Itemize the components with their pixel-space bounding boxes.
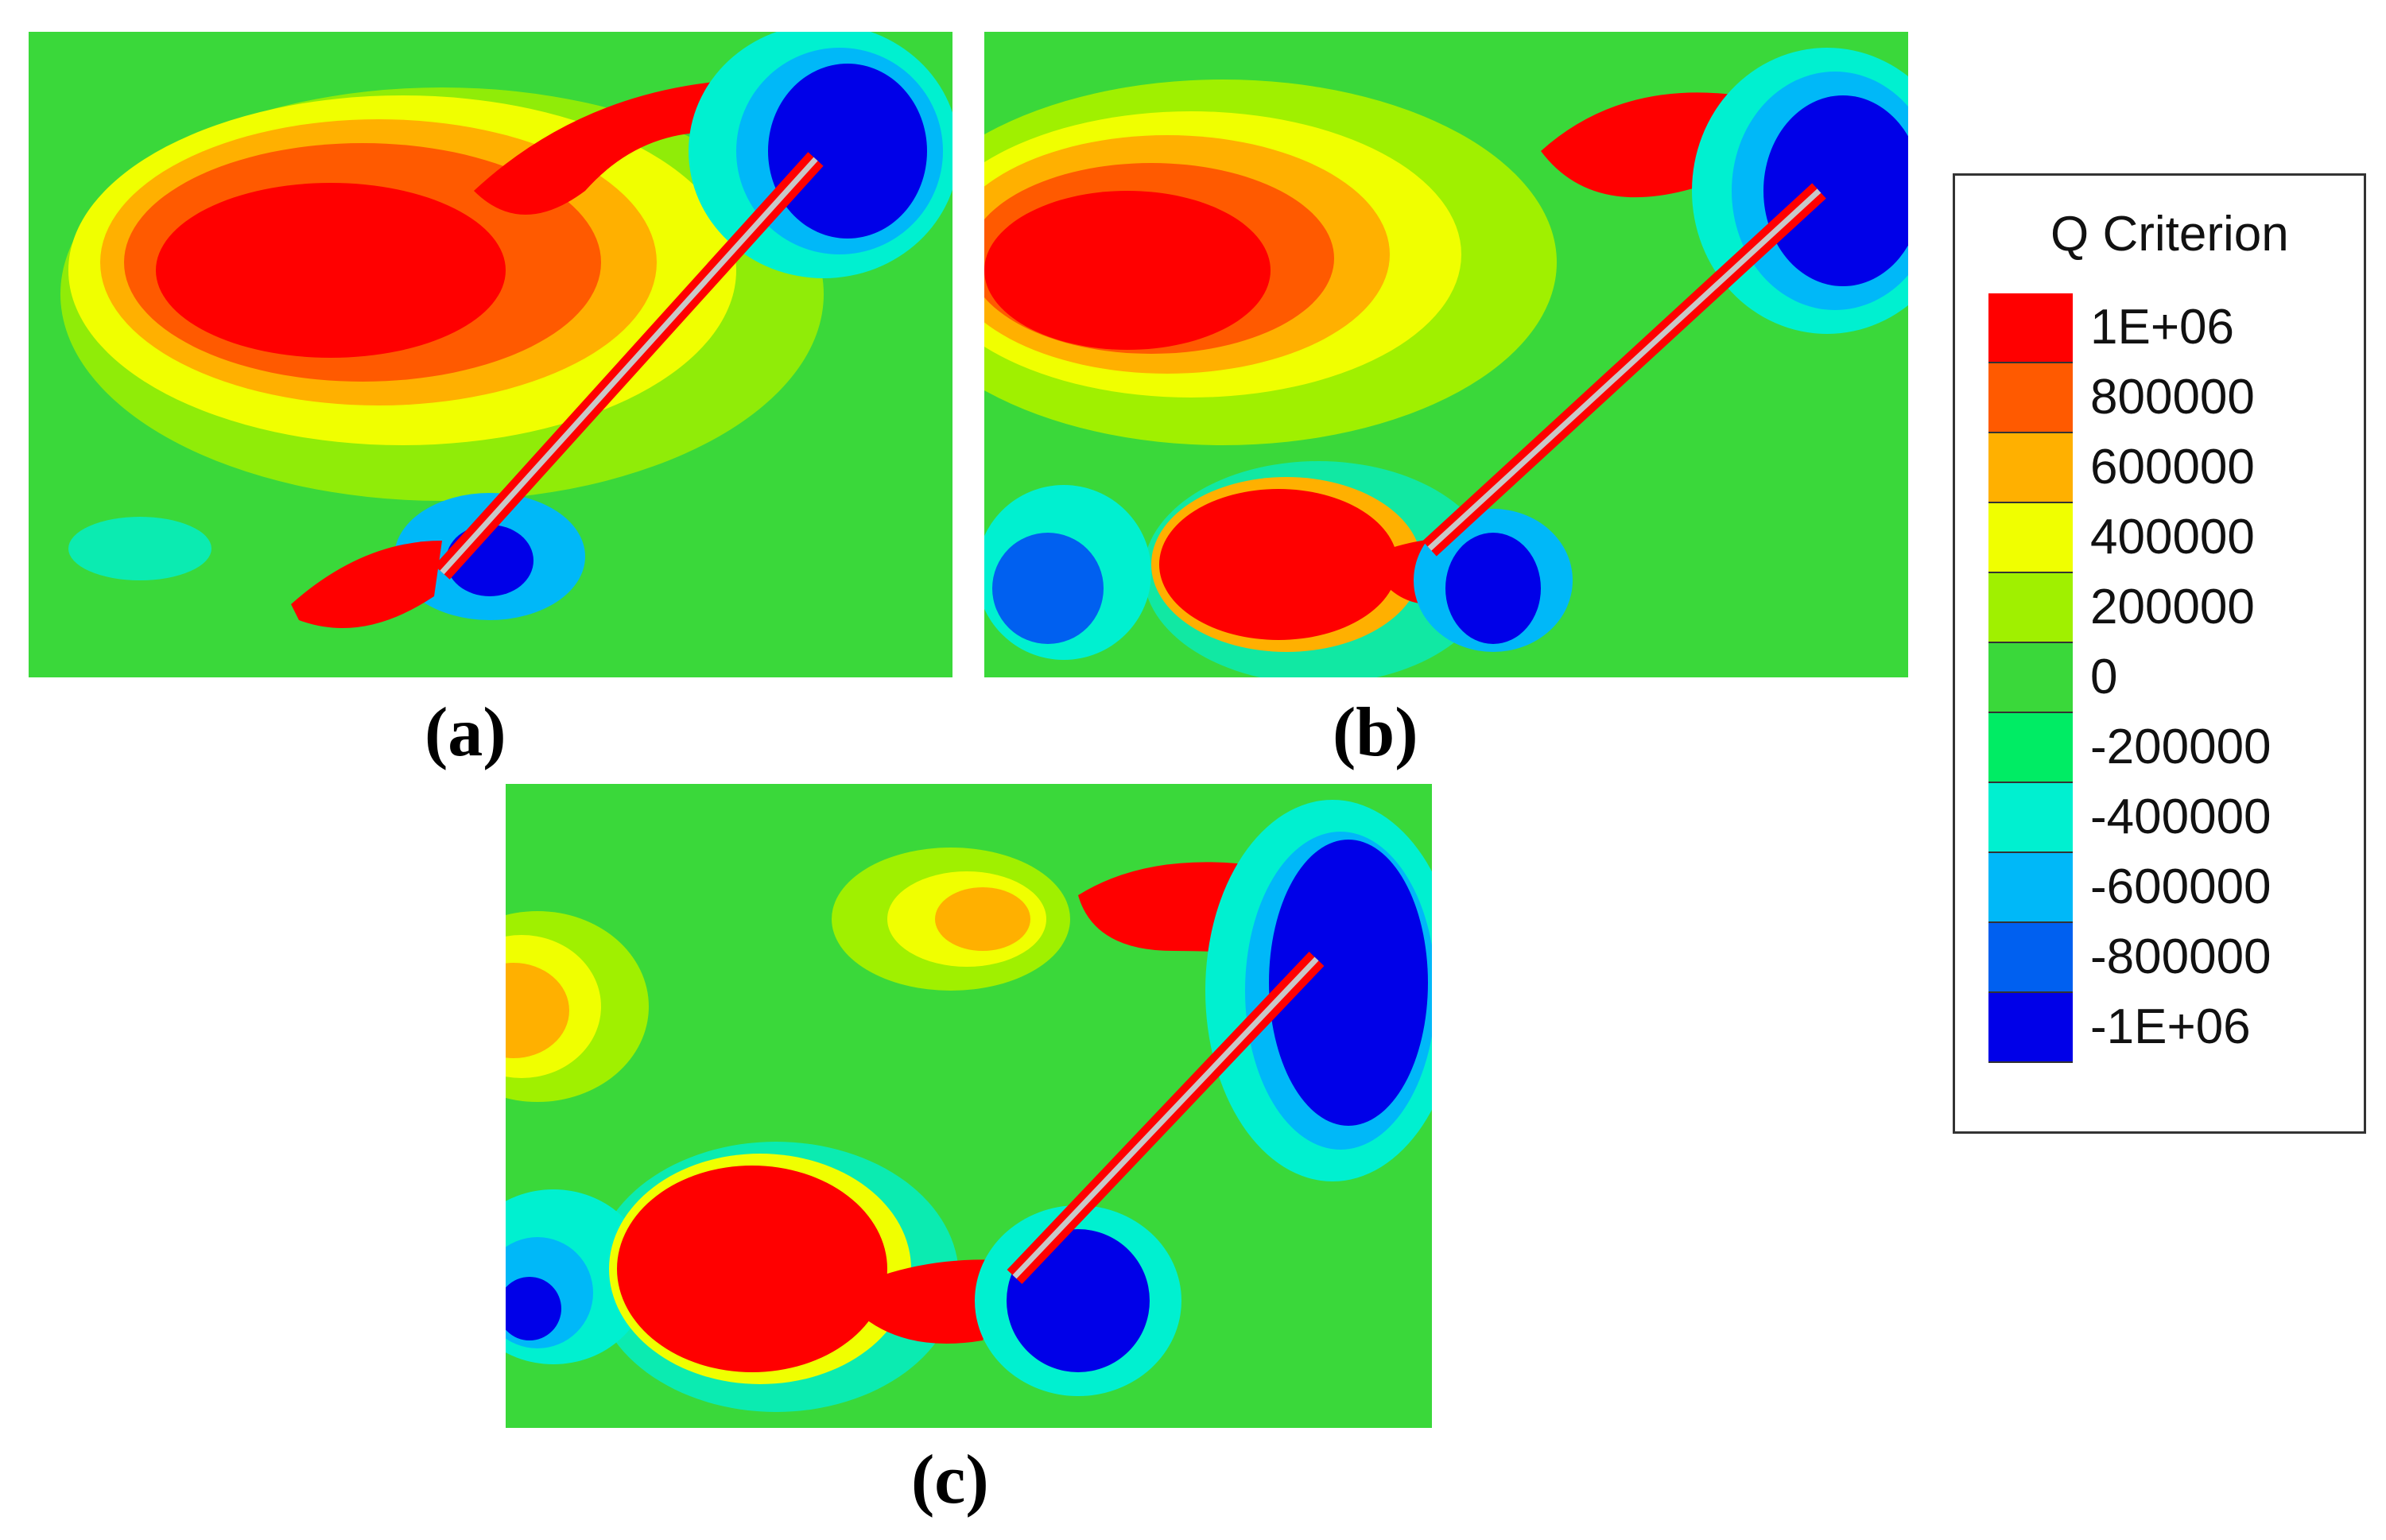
legend-swatch [1988,643,2073,713]
contour-panel-c [506,784,1432,1428]
legend-swatch [1988,993,2073,1063]
caption-b: (b) [1333,694,1418,771]
legend-tick: -400000 [2090,789,2272,844]
contour-plot-a [29,32,952,677]
legend-swatch [1988,573,2073,643]
legend-tick: 600000 [2090,440,2255,495]
legend-tick: -1E+06 [2090,999,2251,1054]
legend-tick: 800000 [2090,370,2255,425]
legend-swatches [1988,293,2073,1063]
color-legend: Q Criterion 1E+06 800000 600000 400000 2… [1953,173,2366,1134]
legend-tick: -800000 [2090,929,2272,984]
contour-panel-a [29,32,952,677]
legend-tick: 1E+06 [2090,300,2235,355]
contour-panel-b [984,32,1908,677]
legend-tick: 0 [2090,650,2118,704]
legend-tick: -200000 [2090,720,2272,774]
legend-tick: 400000 [2090,510,2255,564]
caption-a: (a) [425,694,506,771]
legend-swatch [1988,713,2073,783]
contour-plot-b [984,32,1908,677]
legend-swatch [1988,923,2073,993]
legend-swatch [1988,433,2073,503]
legend-swatch [1988,293,2073,363]
legend-swatch [1988,783,2073,853]
legend-tick: -600000 [2090,859,2272,914]
legend-title: Q Criterion [2050,207,2289,262]
legend-swatch [1988,503,2073,573]
contour-plot-c [506,784,1432,1428]
legend-swatch [1988,853,2073,923]
legend-tick: 200000 [2090,580,2255,634]
legend-swatch [1988,363,2073,433]
caption-c: (c) [911,1441,989,1519]
